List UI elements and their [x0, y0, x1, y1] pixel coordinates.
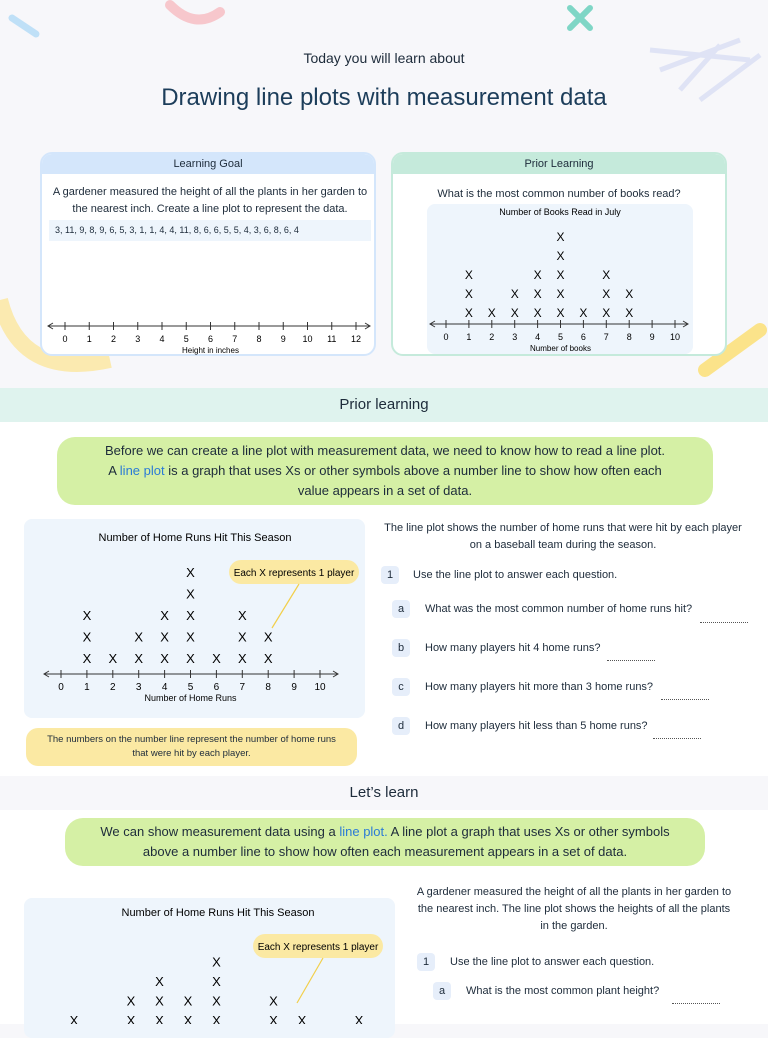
- card-heading: Learning Goal: [42, 154, 374, 174]
- part-text: How many players hit more than 3 home ru…: [425, 681, 654, 693]
- prior-card: Prior Learning What is the most common n…: [391, 152, 727, 356]
- data-list: 3, 11, 9, 8, 9, 6, 5, 3, 1, 1, 4, 4, 11,…: [49, 220, 371, 241]
- learning-goal-card: Learning Goal A gardener measured the he…: [40, 152, 376, 356]
- section-heading: Prior learning: [0, 388, 768, 422]
- decor-arc: [0, 297, 112, 372]
- text: A line plot a graph that uses Xs or othe…: [142, 824, 670, 859]
- plot-panel: [24, 519, 365, 718]
- part-letter: d: [392, 717, 410, 735]
- question-number: 1: [381, 566, 399, 584]
- section-heading: Let’s learn: [0, 776, 768, 810]
- callout: Before we can create a line plot with me…: [57, 437, 713, 505]
- part-letter: a: [392, 600, 410, 618]
- decor-arc: [165, 0, 225, 25]
- part-text: How many players hit less than 5 home ru…: [425, 720, 648, 732]
- question-text: Use the line plot to answer each questio…: [450, 956, 655, 968]
- intro: The line plot shows the number of home r…: [384, 522, 742, 551]
- decor-bar: [8, 14, 40, 38]
- card-heading: Prior Learning: [393, 154, 725, 174]
- answer-line: [653, 738, 701, 739]
- subtitle: Today you will learn about: [303, 50, 465, 66]
- part-text: What is the most common plant height?: [466, 985, 660, 997]
- term: line plot.: [339, 824, 388, 839]
- answer-line: [700, 622, 748, 623]
- callout-line: A line plot is a graph that uses Xs or o…: [57, 461, 713, 501]
- text: We can show measurement data using a: [100, 824, 336, 839]
- text: A: [108, 463, 117, 478]
- decor-bar: [698, 323, 767, 377]
- part-text: How many players hit 4 home runs?: [425, 642, 601, 654]
- plot-panel: [24, 898, 395, 1038]
- note: The numbers on the number line represent…: [26, 728, 357, 766]
- answer-line: [672, 1003, 720, 1004]
- plot-panel: [427, 204, 693, 354]
- term: line plot: [119, 463, 165, 478]
- part-letter: a: [433, 982, 451, 1000]
- callout: We can show measurement data using a lin…: [65, 818, 705, 866]
- answer-line: [607, 660, 655, 661]
- decor-lines: [649, 37, 762, 102]
- title: Drawing line plots with measurement data: [161, 84, 607, 111]
- part-letter: b: [392, 639, 410, 657]
- question: What is the most common number of books …: [437, 188, 681, 200]
- question-text: Use the line plot to answer each questio…: [413, 569, 618, 581]
- prompt: A gardener measured the height of all th…: [52, 186, 368, 215]
- text: is a graph that uses Xs or other symbols…: [168, 463, 662, 498]
- answer-line: [661, 699, 709, 700]
- decor-cross: [567, 5, 593, 31]
- part-text: What was the most common number of home …: [425, 603, 693, 615]
- question-number: 1: [417, 953, 435, 971]
- callout-line: Before we can create a line plot with me…: [104, 443, 666, 458]
- part-letter: c: [392, 678, 410, 696]
- intro: A gardener measured the height of all th…: [416, 886, 732, 932]
